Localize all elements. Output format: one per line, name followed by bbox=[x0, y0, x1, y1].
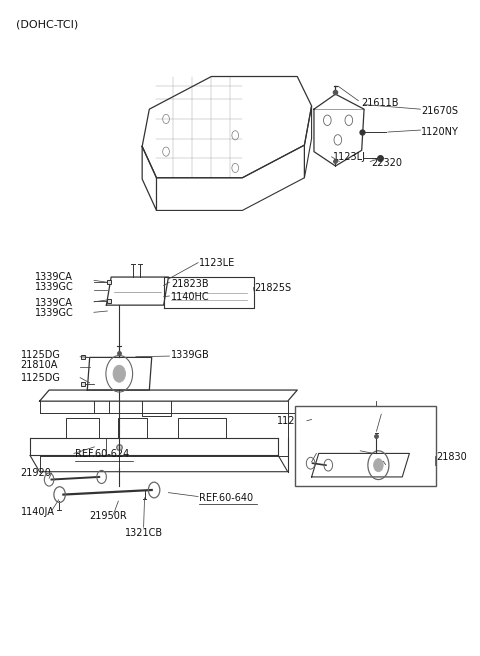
Text: 21825S: 21825S bbox=[254, 283, 291, 293]
Text: 1321CB: 1321CB bbox=[124, 528, 163, 538]
Text: 21830: 21830 bbox=[437, 453, 468, 462]
Text: 1339GC: 1339GC bbox=[35, 282, 73, 292]
Bar bbox=[295, 406, 436, 486]
Text: 1339GC: 1339GC bbox=[35, 308, 73, 318]
Text: 62322: 62322 bbox=[360, 444, 391, 454]
Text: 21611B: 21611B bbox=[362, 98, 399, 108]
Text: 1123LE: 1123LE bbox=[199, 258, 236, 268]
Text: 21920: 21920 bbox=[21, 468, 51, 478]
Text: 21821E: 21821E bbox=[299, 444, 336, 454]
Text: (DOHC-TCI): (DOHC-TCI) bbox=[16, 19, 78, 30]
Text: 22320: 22320 bbox=[371, 158, 402, 169]
Text: 1125DG: 1125DG bbox=[21, 373, 60, 383]
Text: 1123LJ: 1123LJ bbox=[333, 152, 366, 162]
Text: REF.60-640: REF.60-640 bbox=[199, 493, 253, 503]
Text: 21670S: 21670S bbox=[421, 106, 458, 116]
Text: 21950R: 21950R bbox=[90, 511, 127, 521]
Text: 1140JA: 1140JA bbox=[21, 507, 54, 517]
Text: 1339CA: 1339CA bbox=[35, 298, 72, 308]
Text: 1140HC: 1140HC bbox=[171, 292, 209, 302]
Circle shape bbox=[113, 365, 125, 382]
Text: 1125DG: 1125DG bbox=[21, 350, 60, 360]
Text: 21810A: 21810A bbox=[21, 360, 58, 370]
Text: 1339GB: 1339GB bbox=[171, 350, 210, 360]
Text: 1124AA: 1124AA bbox=[277, 416, 315, 426]
Circle shape bbox=[373, 459, 383, 472]
Text: 21823B: 21823B bbox=[171, 279, 208, 289]
Text: 21831: 21831 bbox=[378, 409, 409, 419]
Text: 1120NY: 1120NY bbox=[421, 127, 459, 137]
Text: 1339CA: 1339CA bbox=[35, 272, 72, 282]
Text: REF.60-624: REF.60-624 bbox=[75, 449, 130, 459]
Text: 1339GA: 1339GA bbox=[383, 458, 422, 468]
